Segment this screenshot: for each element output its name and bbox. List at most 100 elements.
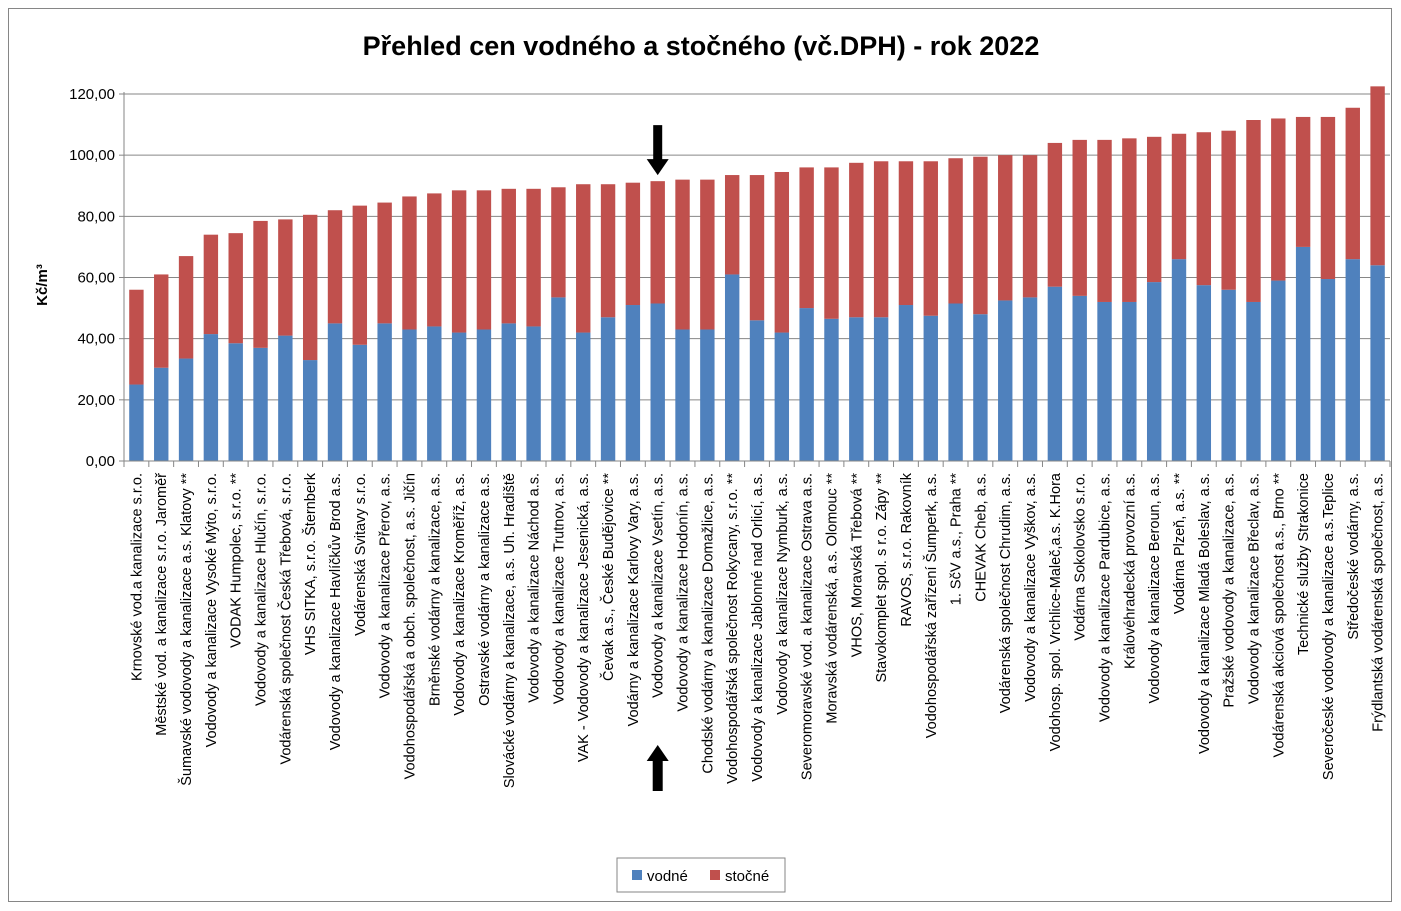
bar-stocne [724, 175, 740, 275]
bar-vodne [178, 358, 194, 461]
bar-stocne [451, 190, 467, 333]
bar-stocne [278, 219, 293, 336]
bar-stocne [1022, 155, 1038, 298]
x-tick-label: Severočeské vodovody a kanalizace a.s.Te… [1321, 473, 1337, 780]
highlight-arrows [646, 125, 669, 791]
bar-stocne [1370, 86, 1385, 266]
y-tick-label: 60,00 [77, 270, 115, 287]
bar-vodne [1370, 265, 1385, 461]
bar-vodne [873, 317, 889, 461]
x-tick-label: Šumavské vodovody a kanalizace a.s. Klat… [178, 473, 195, 786]
bar-vodne [451, 332, 467, 461]
bar-vodne [327, 323, 343, 462]
x-tick-label: Stavokomplet spol. s r.o. Zápy ** [874, 473, 890, 683]
bar-vodne [1022, 297, 1038, 461]
bar-stocne [600, 184, 616, 318]
bar-vodne [675, 329, 690, 461]
bar-stocne [402, 196, 417, 330]
x-tick-label: Vodovody a kanalizace Vsetín, a.s. [651, 473, 667, 698]
bar-vodne [501, 323, 516, 462]
bar-vodne [1246, 301, 1261, 461]
bar-vodne [203, 334, 219, 461]
bar-vodne [824, 318, 839, 461]
x-axis-ticks: Krnovské vod.a kanalizace s.r.o. Městské … [123, 461, 1391, 788]
bar-vodne [278, 335, 293, 461]
x-tick-label: Vodovody a kanalizace Hlučín, s.r.o. [254, 473, 270, 706]
x-tick-label: Vodovody a kanalizace Kroměříž, a.s. [452, 473, 468, 716]
bar-vodne [625, 305, 641, 461]
bar-stocne [1047, 142, 1063, 287]
bar-vodne [1047, 286, 1063, 461]
bar-stocne [1072, 139, 1087, 296]
bar-stocne [1122, 138, 1137, 302]
bar-vodne [799, 308, 814, 461]
x-tick-label: Vodovody a kanalizace Vyškov, a.s. [1023, 473, 1039, 702]
bar-stocne [228, 233, 243, 344]
legend-swatch-vodne [632, 870, 642, 880]
bar-vodne [1072, 295, 1087, 461]
x-tick-label: VAK - Vodovody a kanalizace Jesenická, a… [576, 473, 592, 762]
y-tick-label: 0,00 [86, 453, 115, 470]
bar-vodne [377, 323, 392, 462]
x-tick-label: VHOS, Moravská Třebová ** [849, 473, 865, 658]
bar-vodne [600, 317, 616, 461]
bar-vodne [302, 360, 318, 461]
bar-vodne [650, 303, 665, 461]
bar-vodne [1196, 285, 1212, 461]
bar-stocne [675, 179, 690, 330]
y-tick-label: 80,00 [77, 208, 115, 225]
bar-vodne [948, 303, 963, 461]
bar-vodne [476, 329, 492, 461]
bar-stocne [1320, 116, 1336, 280]
bar-stocne [427, 193, 442, 327]
bar-stocne [327, 210, 343, 324]
bar-stocne [650, 181, 665, 304]
y-axis-ticks: 0,00 20,00 40,00 60,00 80,00 100,00 120,00 [69, 86, 124, 470]
bar-vodne [749, 320, 765, 461]
legend-label-vodne: vodné [647, 868, 688, 885]
x-tick-label: Vodárenská Svitavy s.r.o. [353, 473, 369, 636]
bar-stocne [1345, 107, 1360, 260]
x-tick-label: VHS SITKA, s.r.o. Šternberk [302, 472, 319, 655]
bar-stocne [203, 234, 219, 335]
bar-stocne [824, 167, 839, 319]
bar-stocne [526, 188, 541, 327]
bar-vodne [576, 332, 591, 461]
bar-vodne [1122, 301, 1137, 461]
x-tick-label: Brněnské vodárny a kanalizace, a.s. [427, 473, 443, 706]
bar-stocne [1097, 139, 1112, 302]
x-tick-label: Vodovody a kanalizace Hodonín, a.s. [676, 473, 692, 712]
bar-stocne [749, 175, 765, 321]
bar-stocne [1171, 133, 1187, 260]
y-axis-label: Kč/m³ [34, 264, 51, 306]
up-arrow-icon [646, 745, 669, 791]
x-tick-label: Vodovody a kanalizace Přerov, a.s. [378, 473, 394, 698]
bar-vodne [1171, 259, 1187, 461]
legend: vodné stočné [616, 857, 786, 893]
x-tick-label: Vodohospodářská společnost Rokycany, s.r… [725, 473, 741, 784]
bar-stocne [302, 214, 318, 361]
bar-stocne [625, 182, 641, 306]
bar-stocne [948, 158, 963, 304]
x-tick-label: CHEVAK Cheb, a.s. [973, 473, 989, 602]
bar-stocne [700, 179, 715, 330]
bar-stocne [476, 190, 492, 330]
x-tick-label: Vodovody a kanalizace Vysoké Mýto, s.r.o… [204, 473, 220, 747]
x-tick-label: Vodárny a kanalizace Karlovy Vary, a.s. [626, 473, 642, 726]
bar-vodne [1345, 259, 1360, 461]
bar-stocne [1246, 120, 1261, 302]
axes [123, 92, 1390, 462]
bar-vodne [1146, 282, 1162, 461]
bar-stocne [1295, 116, 1311, 247]
x-tick-label: Vodovody a kanalizace Jablonné nad Orlic… [750, 473, 766, 782]
x-tick-label: Vodárenská společnost Česká Třebová, s.r… [277, 473, 294, 765]
x-tick-label: Vodovody a kanalizace Náchod a.s. [527, 473, 543, 703]
x-tick-label: Čevak a.s., České Budějovice ** [600, 473, 617, 681]
x-tick-label: Vodohospodářská zařízení Šumperk, a.s. [923, 473, 940, 738]
chart-area: Přehled cen vodného a stočného (vč.DPH) … [8, 8, 1392, 902]
x-tick-label: Středočeské vodárny, a.s. [1346, 473, 1362, 640]
bar-vodne [1295, 246, 1311, 461]
x-tick-label: Moravská vodárenská, a.s. Olomouc ** [824, 473, 840, 724]
bar-vodne [551, 297, 566, 461]
x-tick-label: Královéhradecká provozní a.s. [1122, 473, 1138, 669]
